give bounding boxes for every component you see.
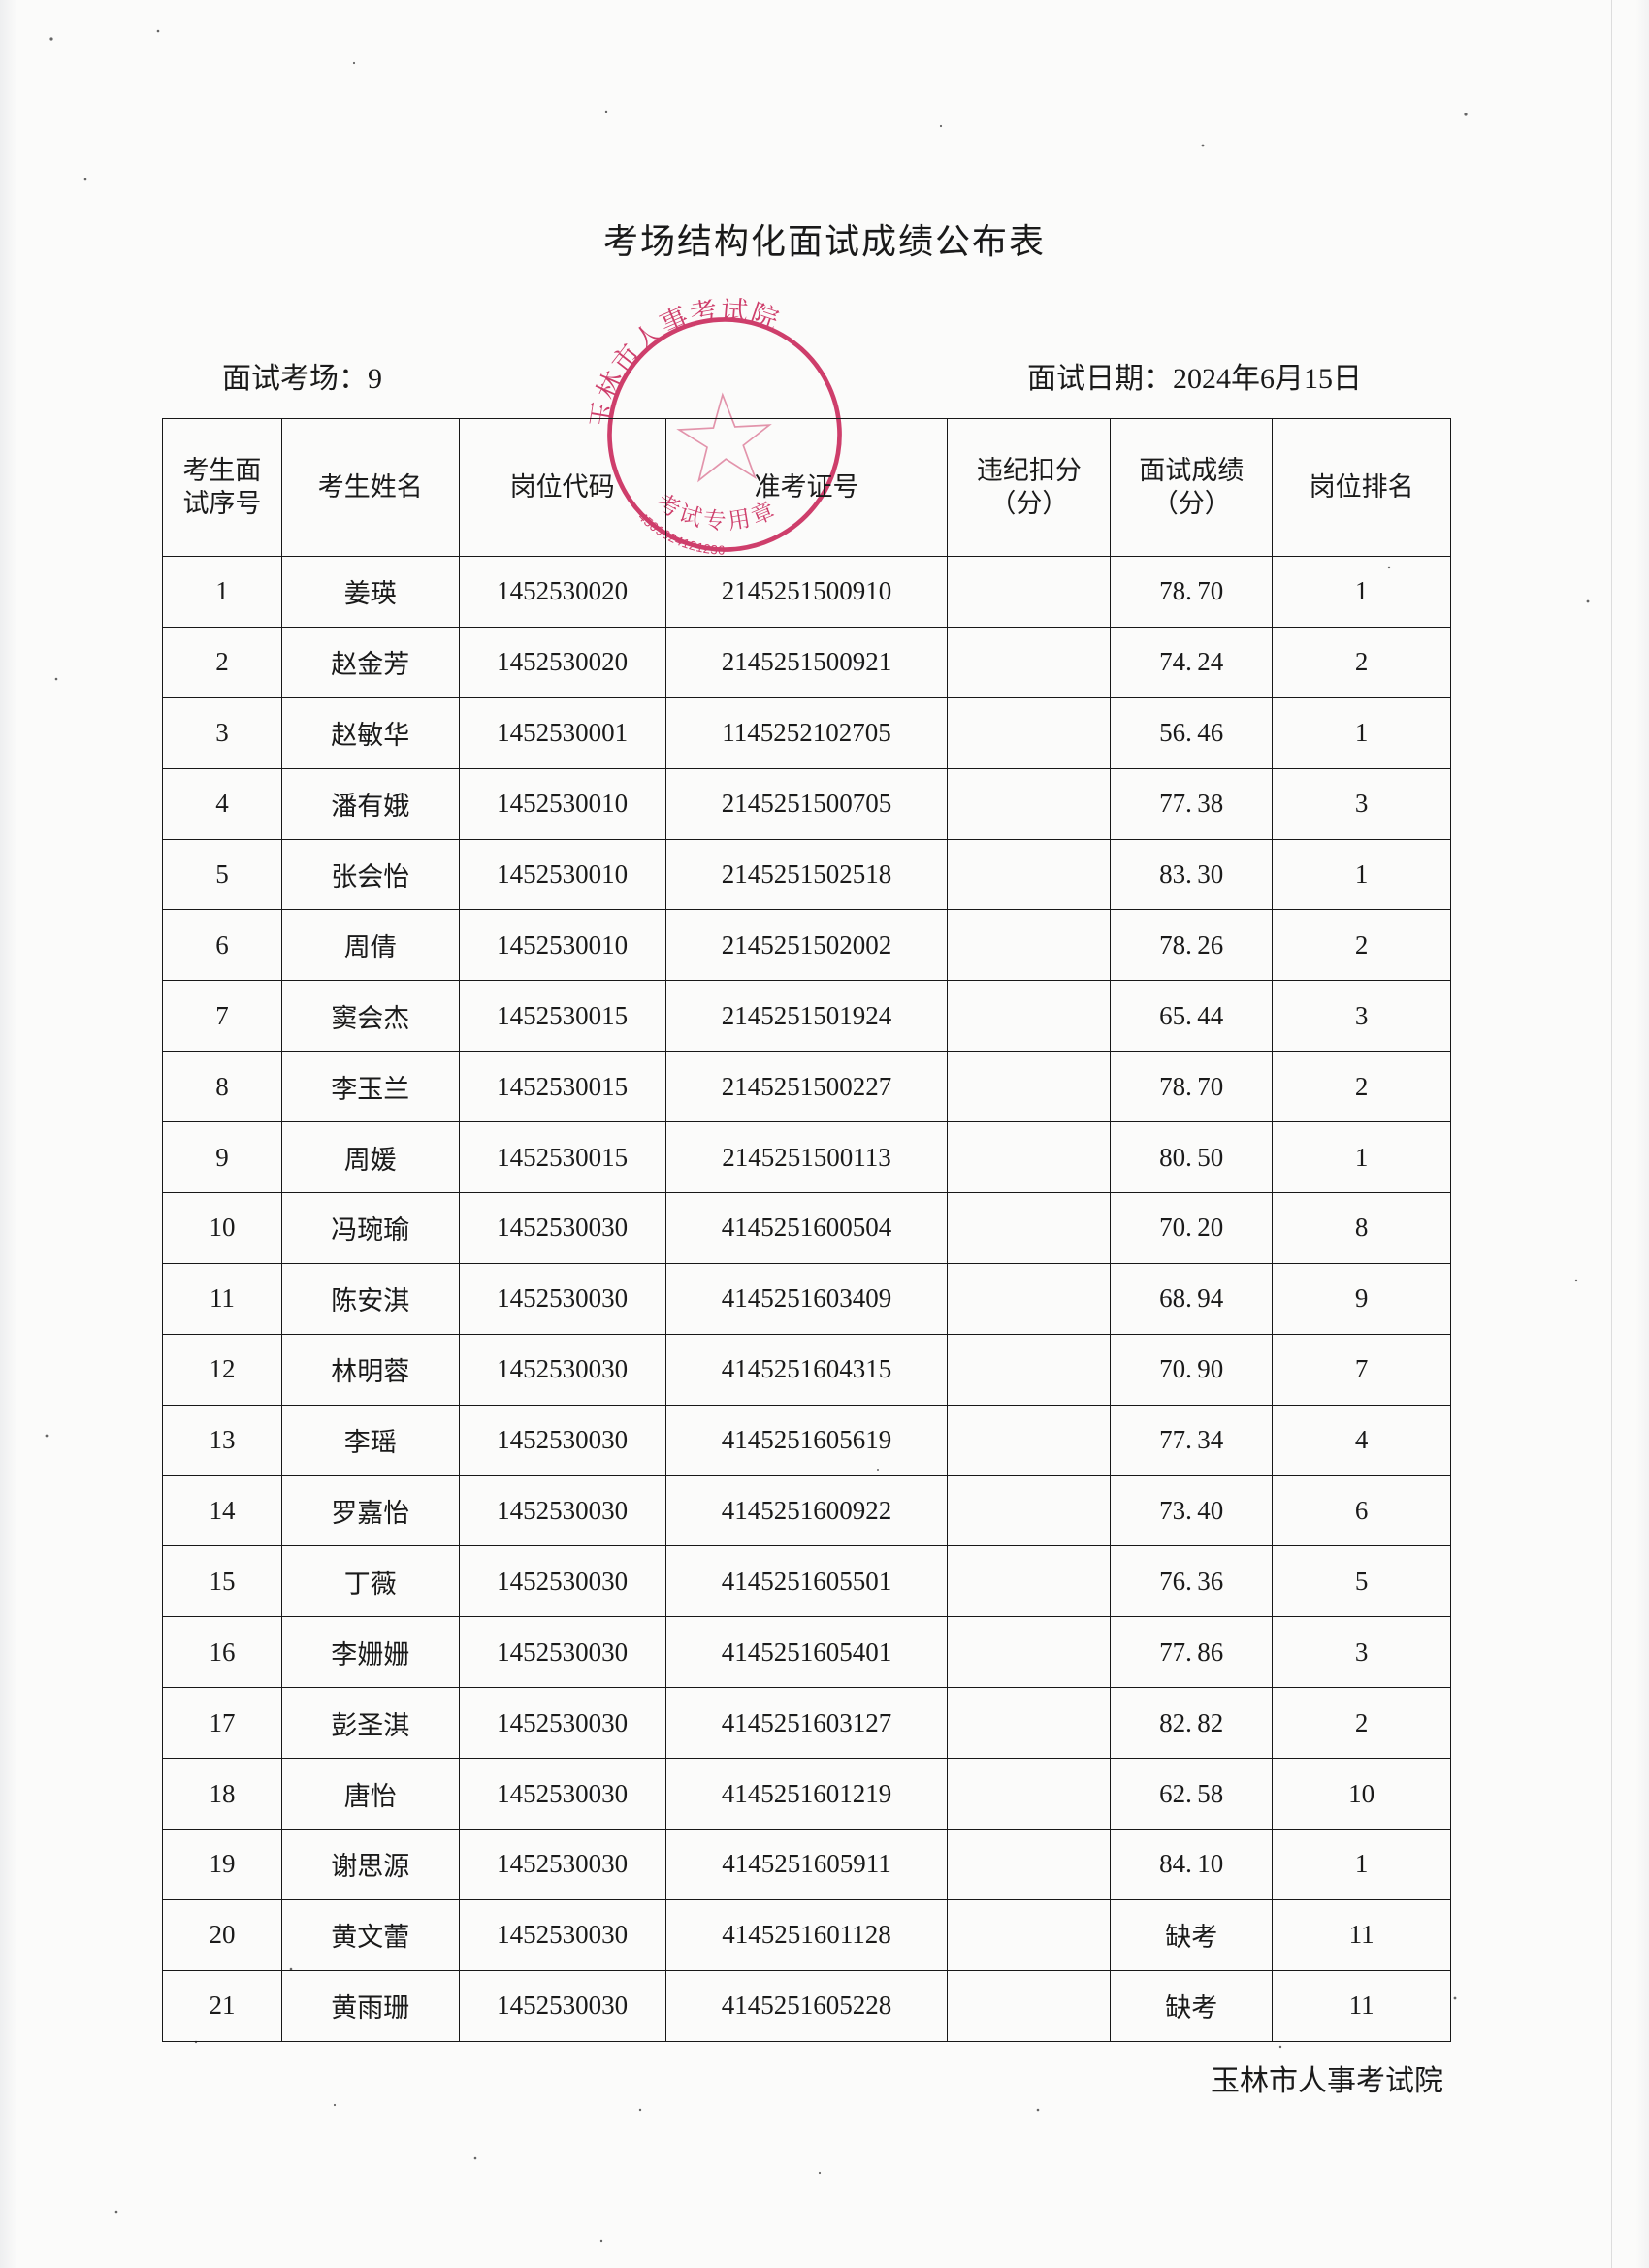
svg-text:玉林市人事考试院: 玉林市人事考试院 [582,292,792,434]
